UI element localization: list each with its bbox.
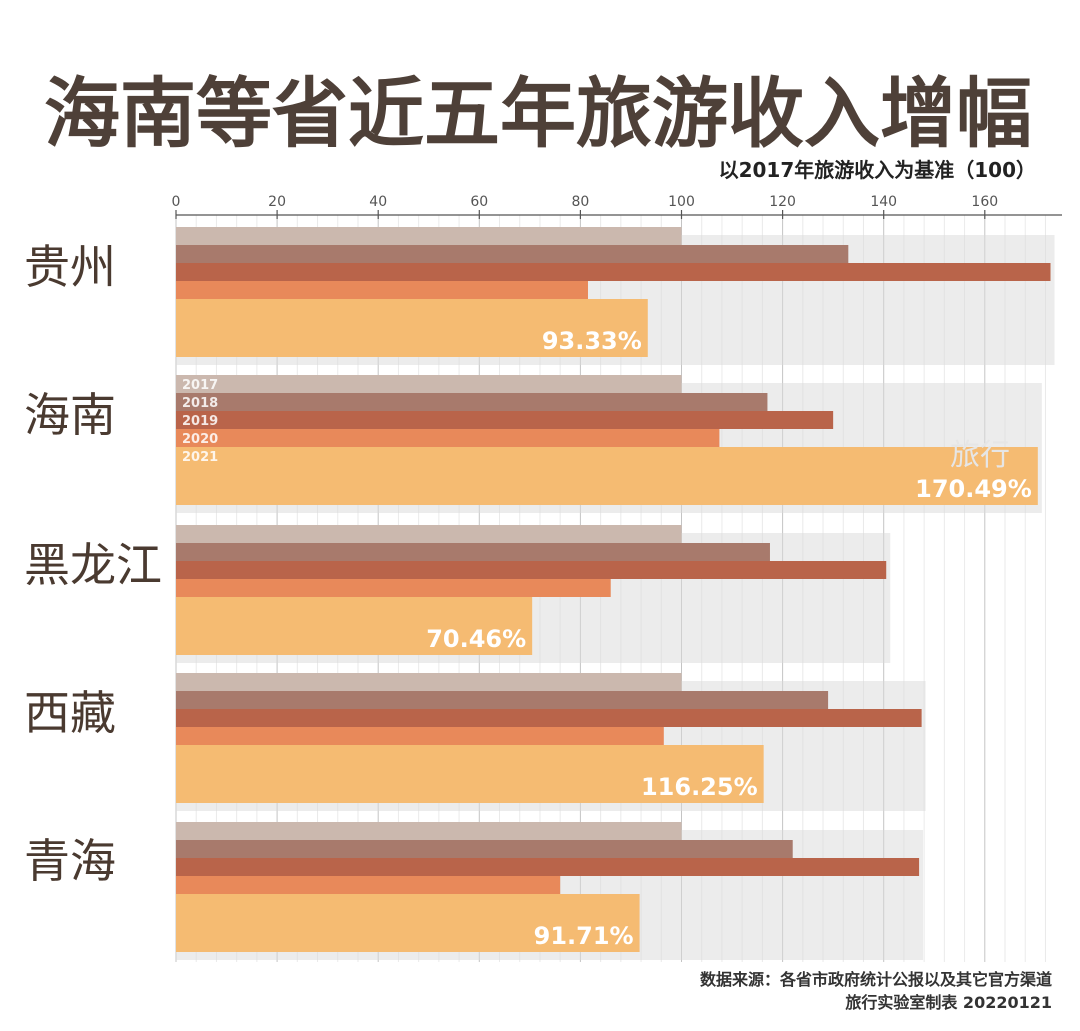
- value-label: 91.71%: [534, 922, 634, 950]
- chart-subtitle: 以2017年旅游收入为基准（100）: [719, 158, 1036, 182]
- x-tick-label: 160: [971, 194, 998, 210]
- x-tick-label: 60: [470, 194, 488, 210]
- legend-label: 2020: [182, 432, 218, 447]
- legend-label: 2019: [182, 414, 218, 429]
- category-label: 海南: [24, 388, 116, 442]
- bar-2021: [176, 447, 1038, 505]
- bar-2018: [176, 691, 829, 709]
- legend-label: 2021: [182, 450, 218, 465]
- legend-label: 2018: [182, 396, 218, 411]
- bar-2017: [176, 822, 682, 840]
- bar-2020: [176, 429, 720, 447]
- bar-group: [176, 673, 926, 811]
- bar-2020: [176, 281, 588, 299]
- chart-title: 海南等省近五年旅游收入增幅: [44, 69, 1032, 158]
- watermark: 旅行: [950, 438, 1010, 473]
- category-label: 贵州: [24, 240, 116, 294]
- x-tick-label: 100: [668, 194, 695, 210]
- bar-group: [176, 375, 1042, 513]
- bar-2020: [176, 579, 611, 597]
- bar-2019: [176, 561, 887, 579]
- bar-2018: [176, 393, 768, 411]
- bar-2017: [176, 375, 682, 393]
- bar-2021: [176, 894, 640, 952]
- category-label: 西藏: [24, 686, 116, 740]
- x-tick-label: 120: [769, 194, 796, 210]
- bar-2018: [176, 840, 793, 858]
- labels-layer: 93.33% 贵州 170.49% 海南 70.46% 黑龙江 116.25% 西藏 91.71…: [24, 240, 1032, 950]
- value-label: 93.33%: [542, 327, 642, 355]
- bar-2019: [176, 263, 1051, 281]
- legend-label: 2017: [182, 378, 218, 393]
- x-axis: 0 20 40 60 80 100 120 140 160: [172, 194, 1062, 219]
- bar-group: [176, 822, 924, 960]
- bar-2018: [176, 543, 770, 561]
- value-label: 116.25%: [641, 773, 758, 801]
- source-line-2: 旅行实验室制表 20220121: [845, 993, 1052, 1012]
- bar-2021: [176, 745, 764, 803]
- bars-layer: [176, 227, 1055, 960]
- x-tick-label: 0: [172, 194, 181, 210]
- bar-2017: [176, 673, 682, 691]
- x-tick-label: 20: [268, 194, 286, 210]
- bar-2019: [176, 709, 922, 727]
- bar-group: [176, 525, 891, 663]
- bar-2017: [176, 525, 682, 543]
- bar-2017: [176, 227, 682, 245]
- value-label: 170.49%: [915, 475, 1032, 503]
- x-tick-label: 80: [571, 194, 589, 210]
- category-label: 青海: [24, 834, 116, 888]
- bar-2019: [176, 411, 834, 429]
- bar-group: [176, 227, 1055, 365]
- source-line-1: 数据来源：各省市政府统计公报以及其它官方渠道: [700, 970, 1052, 989]
- x-tick-label: 140: [870, 194, 897, 210]
- value-label: 70.46%: [426, 625, 526, 653]
- x-tick-label: 40: [369, 194, 387, 210]
- bar-2019: [176, 858, 920, 876]
- bar-2021: [176, 597, 533, 655]
- category-label: 黑龙江: [24, 538, 162, 592]
- bar-2021: [176, 299, 648, 357]
- bar-2018: [176, 245, 849, 263]
- bar-2020: [176, 876, 561, 894]
- bar-2020: [176, 727, 664, 745]
